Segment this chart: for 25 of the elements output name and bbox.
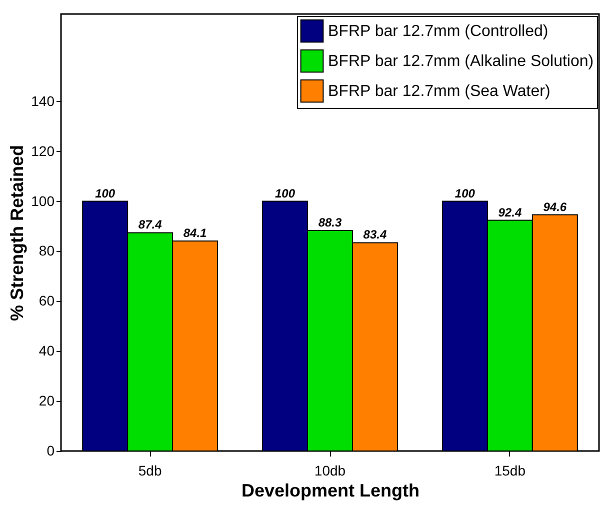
- x-tick-label: 10db: [314, 462, 346, 478]
- data-label: 94.6: [543, 200, 567, 214]
- legend-label: BFRP bar 12.7mm (Controlled): [328, 23, 548, 40]
- data-label: 88.3: [318, 216, 342, 230]
- x-tick-label: 15db: [494, 462, 526, 478]
- y-tick-label: 40: [38, 342, 55, 359]
- y-tick-label: 60: [38, 292, 55, 309]
- y-tick-label: 140: [31, 92, 55, 109]
- y-tick-label: 20: [38, 392, 55, 409]
- data-label: 87.4: [138, 218, 162, 232]
- y-tick-label: 0: [46, 442, 55, 458]
- data-label: 100: [275, 186, 296, 200]
- y-axis-title: % Strength Retained: [7, 144, 28, 322]
- x-axis-title: Development Length: [241, 480, 420, 500]
- y-tick-label: 120: [31, 142, 55, 159]
- legend-label: BFRP bar 12.7mm (Alkaline Solution): [328, 53, 594, 70]
- data-label: 84.1: [183, 226, 208, 240]
- legend-label: BFRP bar 12.7mm (Sea Water): [328, 83, 550, 100]
- data-label: 92.4: [498, 205, 522, 220]
- y-tick-label: 80: [38, 242, 55, 259]
- y-tick-label: 100: [31, 192, 55, 209]
- data-label: 83.4: [363, 228, 387, 242]
- x-tick-label: 5db: [138, 462, 162, 478]
- data-label: 100: [95, 186, 116, 200]
- data-label: 100: [454, 186, 476, 200]
